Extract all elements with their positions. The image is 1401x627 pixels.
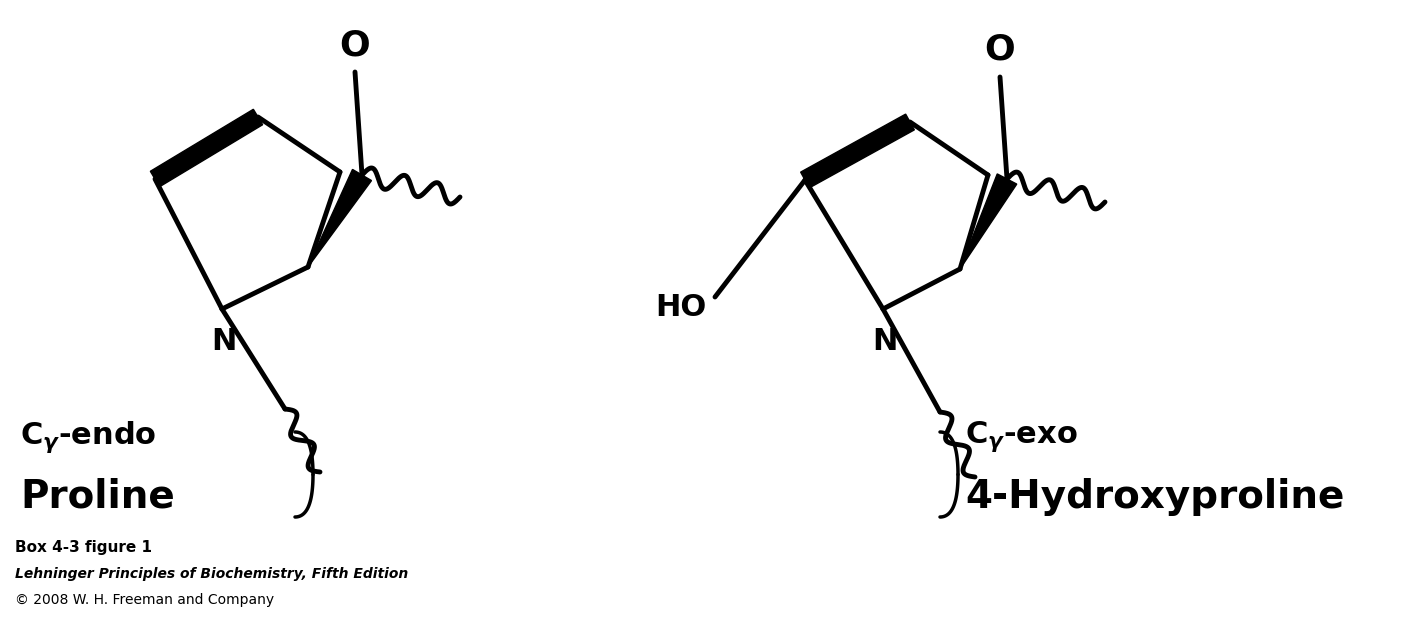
Text: O: O [985,33,1016,67]
Text: N: N [212,327,237,356]
Text: $\mathbf{C}_{\boldsymbol{\gamma}}$-endo: $\mathbf{C}_{\boldsymbol{\gamma}}$-endo [20,419,157,455]
Text: $\mathbf{C}_{\boldsymbol{\gamma}}$-exo: $\mathbf{C}_{\boldsymbol{\gamma}}$-exo [965,419,1077,455]
Polygon shape [960,174,1017,269]
Text: Lehninger Principles of Biochemistry, Fifth Edition: Lehninger Principles of Biochemistry, Fi… [15,567,408,581]
Text: © 2008 W. H. Freeman and Company: © 2008 W. H. Freeman and Company [15,593,275,607]
Text: N: N [873,327,898,356]
Text: Box 4-3 figure 1: Box 4-3 figure 1 [15,540,151,555]
Text: HO: HO [656,293,708,322]
Polygon shape [150,109,262,187]
Text: O: O [339,28,370,62]
Polygon shape [800,114,915,188]
Polygon shape [308,169,371,267]
Text: Proline: Proline [20,478,175,516]
Text: 4-Hydroxyproline: 4-Hydroxyproline [965,478,1345,516]
